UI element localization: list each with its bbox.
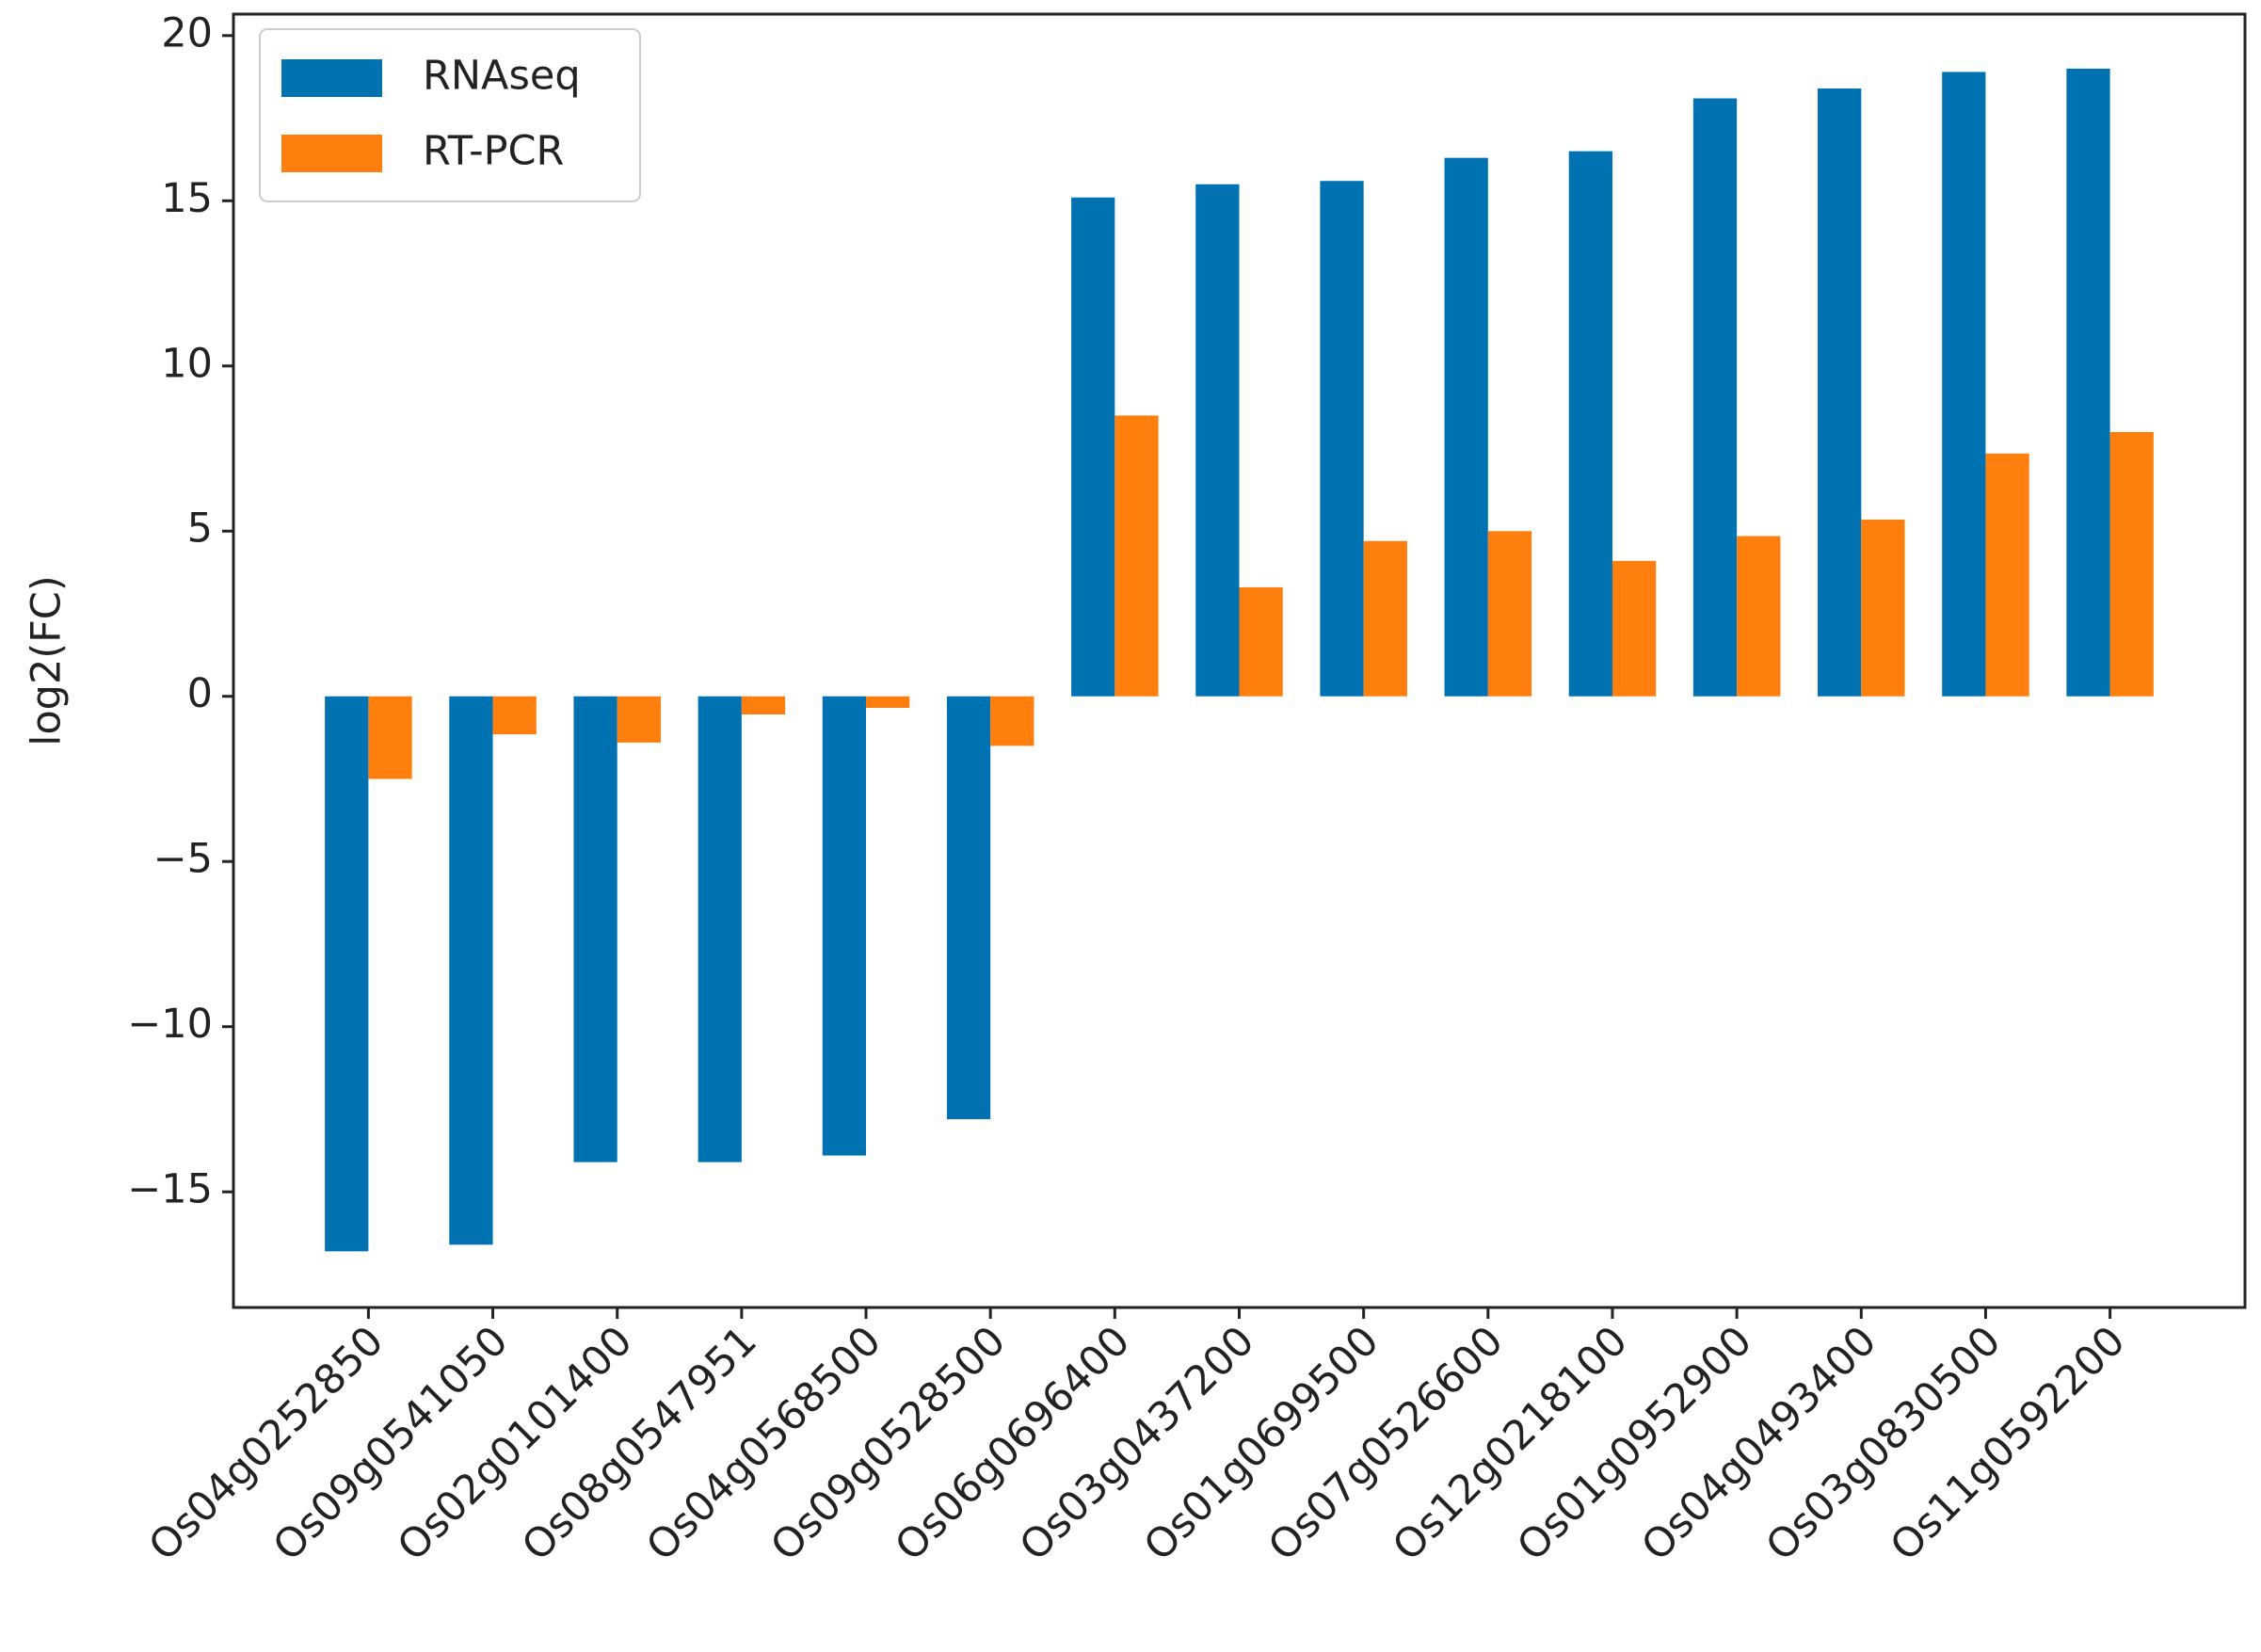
bar	[1114, 415, 1159, 697]
bar	[1692, 98, 1738, 697]
legend-swatch	[281, 135, 382, 172]
y-tick-label: 0	[187, 670, 213, 717]
bar	[2066, 68, 2110, 697]
bar	[822, 696, 867, 1156]
y-tick-label: 10	[161, 340, 213, 387]
bar	[1239, 586, 1283, 697]
x-tick-label: Os09g0541050	[265, 1318, 518, 1571]
y-axis-label: log2(FC)	[24, 575, 71, 746]
bar	[1568, 151, 1612, 697]
x-tick-label: Os11g0592200	[1882, 1318, 2135, 1571]
bar	[741, 696, 786, 715]
bar	[1444, 157, 1488, 697]
bar	[1195, 184, 1240, 697]
x-tick-label: Os01g0699500	[1135, 1318, 1388, 1571]
x-tick-label: Os03g0830500	[1757, 1318, 2011, 1571]
bar	[1818, 88, 1862, 697]
x-tick-label: Os04g0568500	[637, 1318, 890, 1571]
bar	[946, 696, 991, 1119]
legend-label: RT-PCR	[423, 128, 564, 175]
bar	[325, 696, 369, 1252]
x-tick-label: Os07g0526600	[1259, 1318, 1513, 1571]
x-tick-label: Os08g0547951	[513, 1318, 766, 1571]
x-tick-label: Os01g0952900	[1509, 1318, 1762, 1571]
bar	[1737, 536, 1781, 697]
bar	[617, 696, 661, 743]
x-tick-label: Os03g0437200	[1011, 1318, 1264, 1571]
y-tick-label: 15	[161, 175, 213, 222]
x-tick-label: Os04g0493400	[1633, 1318, 1886, 1571]
bar	[492, 696, 537, 735]
bar	[1320, 181, 1364, 697]
y-tick-label: −15	[127, 1166, 213, 1213]
y-tick-label: −5	[153, 836, 213, 883]
legend-label: RNAseq	[423, 53, 581, 100]
bar	[1363, 540, 1407, 697]
legend-swatch	[281, 59, 382, 97]
bar	[1861, 519, 1905, 697]
y-tick-label: −10	[127, 1001, 213, 1048]
bar	[1612, 560, 1657, 697]
bar	[1487, 531, 1532, 697]
bar	[990, 696, 1034, 746]
bar	[698, 696, 742, 1163]
bar	[1071, 197, 1115, 697]
bar	[2109, 431, 2154, 697]
x-tick-label: Os12g0218100	[1384, 1318, 1637, 1571]
y-tick-label: 20	[161, 9, 213, 56]
x-tick-label: Os06g0696400	[887, 1318, 1140, 1571]
bar	[368, 696, 412, 779]
x-tick-label: Os04g0252850	[140, 1318, 393, 1571]
x-tick-label: Os02g0101400	[389, 1318, 642, 1571]
bar	[1942, 72, 1986, 697]
bar	[449, 696, 493, 1245]
bar	[1985, 453, 2029, 697]
y-tick-label: 5	[187, 505, 213, 553]
plot-frame	[232, 12, 2247, 1309]
bar	[866, 696, 910, 709]
x-tick-label: Os09g0528500	[762, 1318, 1016, 1571]
bar	[573, 696, 617, 1163]
